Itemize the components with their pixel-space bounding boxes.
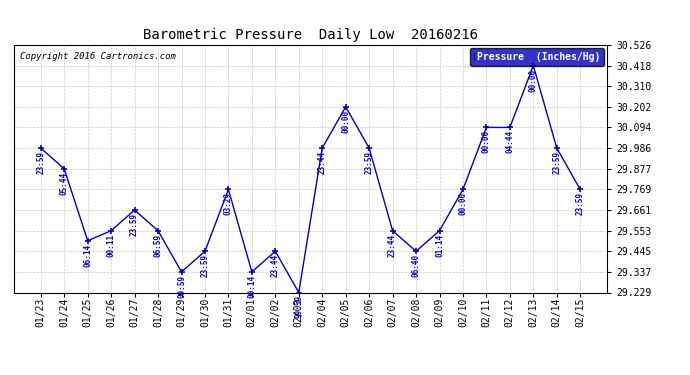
Text: 23:59: 23:59 xyxy=(130,213,139,236)
Text: 01:14: 01:14 xyxy=(435,234,444,256)
Text: 06:40: 06:40 xyxy=(411,254,420,277)
Text: 00:00: 00:00 xyxy=(341,110,351,133)
Text: 23:59: 23:59 xyxy=(575,192,584,215)
Text: 06:59: 06:59 xyxy=(154,234,163,256)
Title: Barometric Pressure  Daily Low  20160216: Barometric Pressure Daily Low 20160216 xyxy=(143,28,478,42)
Text: 00:11: 00:11 xyxy=(107,234,116,256)
Text: 99:59: 99:59 xyxy=(294,295,304,318)
Text: 00:00: 00:00 xyxy=(458,192,467,215)
Text: 23:59: 23:59 xyxy=(201,254,210,277)
Text: 05:44: 05:44 xyxy=(60,172,69,195)
Text: 23:59: 23:59 xyxy=(364,151,374,174)
Legend: Pressure  (Inches/Hg): Pressure (Inches/Hg) xyxy=(470,48,604,66)
Text: 09:59: 09:59 xyxy=(177,274,186,298)
Text: 06:14: 06:14 xyxy=(83,244,92,267)
Text: 23:44: 23:44 xyxy=(270,254,280,277)
Text: 03:29: 03:29 xyxy=(224,192,233,215)
Text: 04:44: 04:44 xyxy=(505,130,514,153)
Text: 00:00: 00:00 xyxy=(482,130,491,153)
Text: 23:59: 23:59 xyxy=(37,151,46,174)
Text: 00:00: 00:00 xyxy=(529,68,538,92)
Text: 23:44: 23:44 xyxy=(317,151,327,174)
Text: 23:59: 23:59 xyxy=(552,151,561,174)
Text: 00:14: 00:14 xyxy=(247,274,257,298)
Text: 23:44: 23:44 xyxy=(388,234,397,256)
Text: Copyright 2016 Cartronics.com: Copyright 2016 Cartronics.com xyxy=(20,53,176,62)
